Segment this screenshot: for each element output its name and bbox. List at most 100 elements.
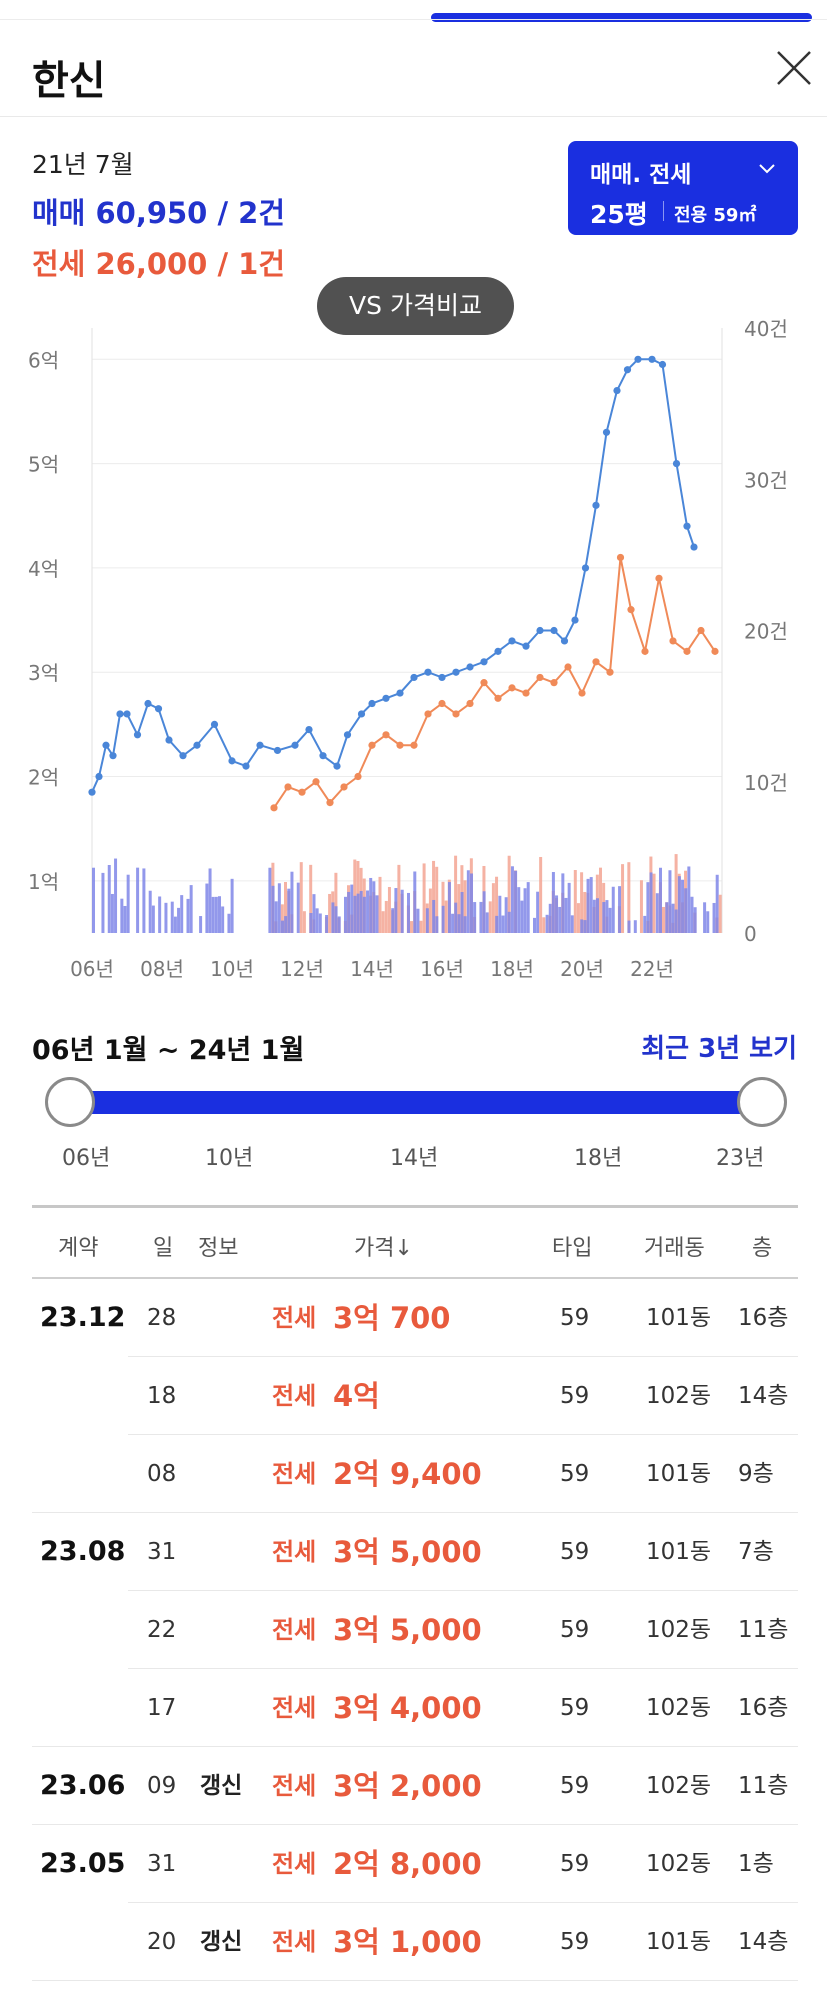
jeonse-volume-bar bbox=[280, 904, 284, 933]
jeonse-point bbox=[641, 647, 649, 655]
table-row[interactable]: 17 전세 3억 4,000 59 102동 16층 bbox=[0, 1669, 827, 1747]
trade-kind: 전세 bbox=[272, 1304, 317, 1332]
close-icon[interactable] bbox=[772, 46, 816, 90]
sale-point bbox=[95, 772, 103, 781]
sale-volume-bar bbox=[334, 906, 338, 933]
sale-volume-bar bbox=[457, 914, 461, 933]
sale-volume-bar bbox=[107, 865, 111, 933]
selected-period: 21년 7월 bbox=[32, 150, 134, 179]
sale-volume-bar bbox=[545, 914, 549, 933]
y-right-tick: 30건 bbox=[744, 468, 788, 492]
row-divider bbox=[32, 1512, 798, 1513]
trade-price: 3억 5,000 bbox=[333, 1535, 482, 1569]
jeonse-volume-bar bbox=[652, 873, 656, 933]
floor: 16층 bbox=[738, 1305, 789, 1331]
sale-summary: 매매 60,950 / 2건 bbox=[32, 196, 286, 230]
jeonse-point bbox=[466, 699, 474, 708]
floor: 11층 bbox=[738, 1773, 789, 1799]
table-row[interactable]: 23.05 31 전세 2억 8,000 59 102동 1층 bbox=[0, 1825, 827, 1903]
sale-volume-bar bbox=[668, 870, 672, 933]
sale-point bbox=[602, 428, 611, 436]
type-select-button[interactable]: 매매. 전세 25평 전용 59㎡ bbox=[568, 141, 798, 235]
table-row[interactable]: 23.08 31 전세 3억 5,000 59 101동 7층 bbox=[0, 1513, 827, 1591]
sale-volume-bar bbox=[164, 902, 168, 933]
floor: 11층 bbox=[738, 1617, 789, 1643]
sale-volume-bar bbox=[504, 897, 508, 933]
range-start-handle[interactable] bbox=[45, 1077, 95, 1127]
y-left-tick: 4억 bbox=[28, 557, 59, 581]
sale-volume-bar bbox=[482, 891, 486, 933]
sale-point bbox=[333, 762, 341, 770]
sale-volume-bar bbox=[318, 913, 322, 933]
col-type: 타입 bbox=[552, 1236, 593, 1261]
sale-point bbox=[102, 741, 110, 749]
jeonse-volume-bar bbox=[299, 862, 303, 933]
table-row[interactable]: 22 전세 3억 5,000 59 102동 11층 bbox=[0, 1591, 827, 1669]
jeonse-volume-bar bbox=[463, 880, 467, 933]
y-right-tick: 10건 bbox=[744, 771, 788, 795]
sale-point bbox=[165, 736, 173, 744]
recent-3y-button[interactable]: 최근 3년 보기 bbox=[641, 1034, 797, 1064]
sale-volume-bar bbox=[425, 908, 429, 933]
info-badge: 갱신 bbox=[200, 1929, 243, 1955]
jeonse-volume-bar bbox=[435, 866, 439, 933]
dong: 101동 bbox=[646, 1305, 712, 1331]
x-tick: 06년 bbox=[70, 957, 114, 981]
sale-volume-bar bbox=[441, 905, 445, 933]
jeonse-point bbox=[494, 694, 502, 702]
jeonse-point bbox=[592, 658, 600, 666]
jeonse-volume-bar bbox=[387, 886, 391, 933]
row-divider bbox=[32, 1980, 798, 1981]
row-divider bbox=[32, 1746, 798, 1747]
jeonse-point bbox=[697, 626, 705, 635]
row-divider bbox=[128, 1590, 798, 1591]
table-row[interactable]: 18 전세 4억 59 102동 14층 bbox=[0, 1357, 827, 1435]
sale-point bbox=[672, 460, 681, 468]
range-end-handle[interactable] bbox=[737, 1077, 787, 1127]
jeonse-point bbox=[326, 799, 334, 807]
sale-volume-bar bbox=[485, 912, 489, 933]
sale-volume-bar bbox=[205, 883, 209, 933]
sale-point bbox=[291, 741, 299, 749]
contract-day: 08 bbox=[147, 1461, 177, 1487]
sale-volume-bar bbox=[123, 905, 127, 933]
table-row[interactable]: 23.12 28 전세 3억 700 59 101동 16층 bbox=[0, 1279, 827, 1357]
jeonse-point bbox=[627, 606, 635, 614]
price-chart[interactable]: 1억 2억 3억 4억 5억 6억 0 10건 20건 30건 40건 06년 08년 10년 12년 14년… bbox=[0, 300, 827, 1000]
range-slider-track[interactable] bbox=[70, 1091, 762, 1114]
sale-point bbox=[179, 752, 187, 760]
sale-volume-bar bbox=[646, 882, 650, 933]
area-type: 59 bbox=[560, 1383, 590, 1409]
y-right-tick: 20건 bbox=[744, 620, 788, 644]
jeonse-volume-bar bbox=[621, 864, 625, 933]
sort-price-header[interactable]: 가격↓ bbox=[354, 1236, 413, 1261]
sale-volume-bar bbox=[136, 867, 140, 933]
sale-volume-bar bbox=[372, 881, 376, 933]
table-row[interactable]: 08 전세 2억 9,400 59 101동 9층 bbox=[0, 1435, 827, 1513]
x-tick: 16년 bbox=[420, 957, 464, 981]
sale-point bbox=[88, 788, 96, 796]
sale-volume-bar bbox=[548, 903, 552, 933]
trade-price: 3억 700 bbox=[333, 1301, 451, 1335]
contract-day: 18 bbox=[147, 1383, 177, 1409]
trade-price: 2억 8,000 bbox=[333, 1847, 482, 1881]
page-title: 한신 bbox=[32, 58, 106, 104]
y-left-tick: 2억 bbox=[28, 766, 59, 790]
sale-point bbox=[571, 616, 579, 624]
table-row[interactable]: 20 갱신 전세 3억 1,000 59 101동 14층 bbox=[0, 1903, 827, 1981]
sale-point bbox=[368, 699, 376, 708]
table-row[interactable]: 23.06 09 갱신 전세 3억 2,000 59 102동 11층 bbox=[0, 1747, 827, 1825]
col-day: 일 bbox=[153, 1236, 174, 1261]
trade-kind: 전세 bbox=[272, 1616, 317, 1644]
sale-volume-bar bbox=[715, 874, 719, 933]
sale-volume-bar bbox=[432, 899, 436, 933]
sale-point bbox=[536, 626, 544, 635]
contract-day: 22 bbox=[147, 1617, 177, 1643]
jeonse-volume-bar bbox=[488, 901, 492, 933]
sale-point bbox=[424, 668, 432, 676]
sale-volume-bar bbox=[284, 916, 288, 933]
dong: 101동 bbox=[646, 1461, 712, 1487]
jeonse-point bbox=[606, 668, 614, 676]
compare-button[interactable]: VS 가격비교 bbox=[317, 277, 514, 335]
sale-volume-bar bbox=[451, 913, 455, 933]
